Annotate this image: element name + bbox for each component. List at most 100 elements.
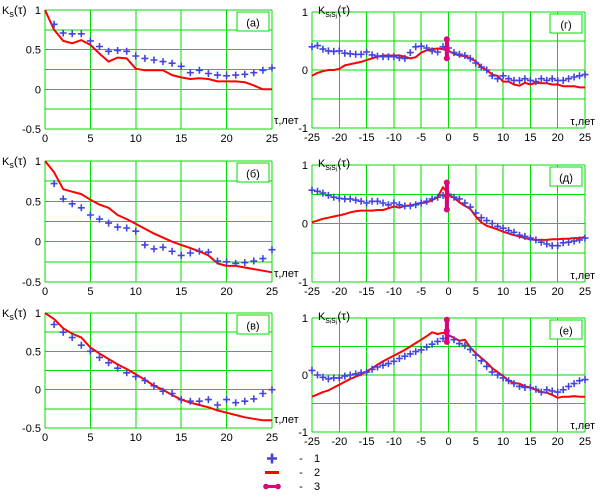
x-axis-label: τ,лет xyxy=(274,115,299,127)
legend-separator: - xyxy=(299,452,303,465)
y-tick-label: 1 xyxy=(302,7,308,19)
corner-label: (д) xyxy=(559,173,573,185)
corner-label: (в) xyxy=(246,321,259,333)
x-tick-label: 25 xyxy=(579,436,591,448)
chart-e: (е)-25 -20 -15 -10 -5 0 5 10 15 20 2510-1Ksᵢsⱼ(τ)τ… xyxy=(298,309,595,448)
sample-markers xyxy=(308,186,589,250)
x-tick-label: -5 xyxy=(416,132,426,144)
model-curve xyxy=(44,9,272,91)
y-tick-label: -1 xyxy=(298,277,308,289)
y-tick-label: 0.5 xyxy=(26,346,41,358)
corner-label: (б) xyxy=(246,169,260,181)
corner-label-box xyxy=(549,166,583,187)
x-tick-label: 20 xyxy=(552,132,564,144)
errorbar-marker xyxy=(443,36,450,62)
y-tick-label: 0 xyxy=(35,84,41,96)
model-curve xyxy=(44,160,273,274)
x-tick-label: -10 xyxy=(386,286,402,298)
x-tick-label: 0 xyxy=(42,133,48,145)
legend-item-errorbar: - 3 xyxy=(256,480,328,493)
grid xyxy=(44,160,273,283)
y-tick-label: -0.5 xyxy=(22,277,41,289)
y-tick-label: 1 xyxy=(35,308,41,320)
y-tick-label: 0 xyxy=(35,385,41,397)
y-tick-label: -1 xyxy=(298,427,308,439)
x-tick-label: 25 xyxy=(266,286,278,298)
x-tick-label: -15 xyxy=(359,132,375,144)
x-tick-label: -20 xyxy=(331,132,347,144)
legend-label: 2 xyxy=(314,466,321,479)
x-tick-label: -10 xyxy=(386,132,402,144)
x-tick-label: -10 xyxy=(386,436,402,448)
x-tick-label: 20 xyxy=(220,432,232,444)
x-tick-label: 0 xyxy=(42,432,48,444)
sample-markers xyxy=(50,20,276,80)
corner-label: (г) xyxy=(560,20,571,32)
legend-item-samples: - 1 xyxy=(256,452,328,465)
y-tick-label: 0 xyxy=(302,219,308,231)
x-tick-label: 10 xyxy=(497,286,509,298)
x-tick-label: -15 xyxy=(359,286,375,298)
legend-label: 1 xyxy=(314,452,321,465)
x-tick-label: 10 xyxy=(130,286,142,298)
model-curve xyxy=(44,312,272,422)
legend: - 1 - 2 - 3 xyxy=(256,452,328,493)
y-axis-label: Ks(τ) xyxy=(2,306,27,322)
x-tick-label: -5 xyxy=(416,436,426,448)
y-axis-label: Ks(τ) xyxy=(2,3,27,19)
legend-separator: - xyxy=(299,466,303,479)
y-tick-label: 1 xyxy=(35,156,41,168)
x-axis-label: τ,лет xyxy=(570,116,595,128)
x-tick-label: 5 xyxy=(473,132,479,144)
x-tick-label: 20 xyxy=(220,133,232,145)
y-tick-label: 0 xyxy=(35,237,41,249)
x-tick-label: 20 xyxy=(552,436,564,448)
x-tick-label: 0 xyxy=(445,286,451,298)
x-tick-label: 15 xyxy=(524,436,536,448)
x-tick-label: 0 xyxy=(445,436,451,448)
legend-separator: - xyxy=(299,480,303,493)
y-tick-label: 0.5 xyxy=(26,196,41,208)
x-tick-label: 15 xyxy=(175,133,187,145)
corner-label: (е) xyxy=(559,326,572,338)
grid xyxy=(311,11,586,129)
x-axis-label: τ,лет xyxy=(570,420,595,432)
x-axis-label: τ,лет xyxy=(274,414,299,426)
x-tick-label: 20 xyxy=(220,286,232,298)
x-tick-label: 10 xyxy=(497,436,509,448)
errorbar-marker-icon xyxy=(256,480,288,493)
corner-label-box xyxy=(549,319,583,340)
x-tick-label: -25 xyxy=(304,132,320,144)
sample-markers xyxy=(50,180,276,267)
x-tick-label: 25 xyxy=(579,132,591,144)
corner-label-box xyxy=(236,162,270,183)
x-tick-label: -5 xyxy=(416,286,426,298)
x-tick-label: 20 xyxy=(552,286,564,298)
corner-label: (а) xyxy=(246,18,259,30)
y-axis-label: Ksᵢsⱼ(τ) xyxy=(318,309,350,325)
legend-item-model-curve: - 2 xyxy=(256,466,328,479)
y-axis-label: Ksᵢsⱼ(τ) xyxy=(318,3,350,19)
sample-markers xyxy=(50,321,276,409)
plus-marker-icon xyxy=(256,452,288,465)
y-tick-label: 1 xyxy=(35,5,41,17)
y-axis-label: Ksᵢsⱼ(τ) xyxy=(318,156,350,172)
x-tick-label: -15 xyxy=(359,436,375,448)
x-tick-label: 25 xyxy=(579,286,591,298)
x-tick-label: 5 xyxy=(473,436,479,448)
legend-label: 3 xyxy=(314,480,321,493)
x-tick-label: -20 xyxy=(331,436,347,448)
x-tick-label: 10 xyxy=(497,132,509,144)
x-tick-label: 10 xyxy=(130,432,142,444)
x-tick-label: 0 xyxy=(445,132,451,144)
x-tick-label: 10 xyxy=(130,133,142,145)
sample-markers xyxy=(308,332,589,396)
grid xyxy=(44,312,273,429)
x-tick-label: 0 xyxy=(42,286,48,298)
corner-label-box xyxy=(236,11,270,32)
sample-markers xyxy=(308,42,589,86)
